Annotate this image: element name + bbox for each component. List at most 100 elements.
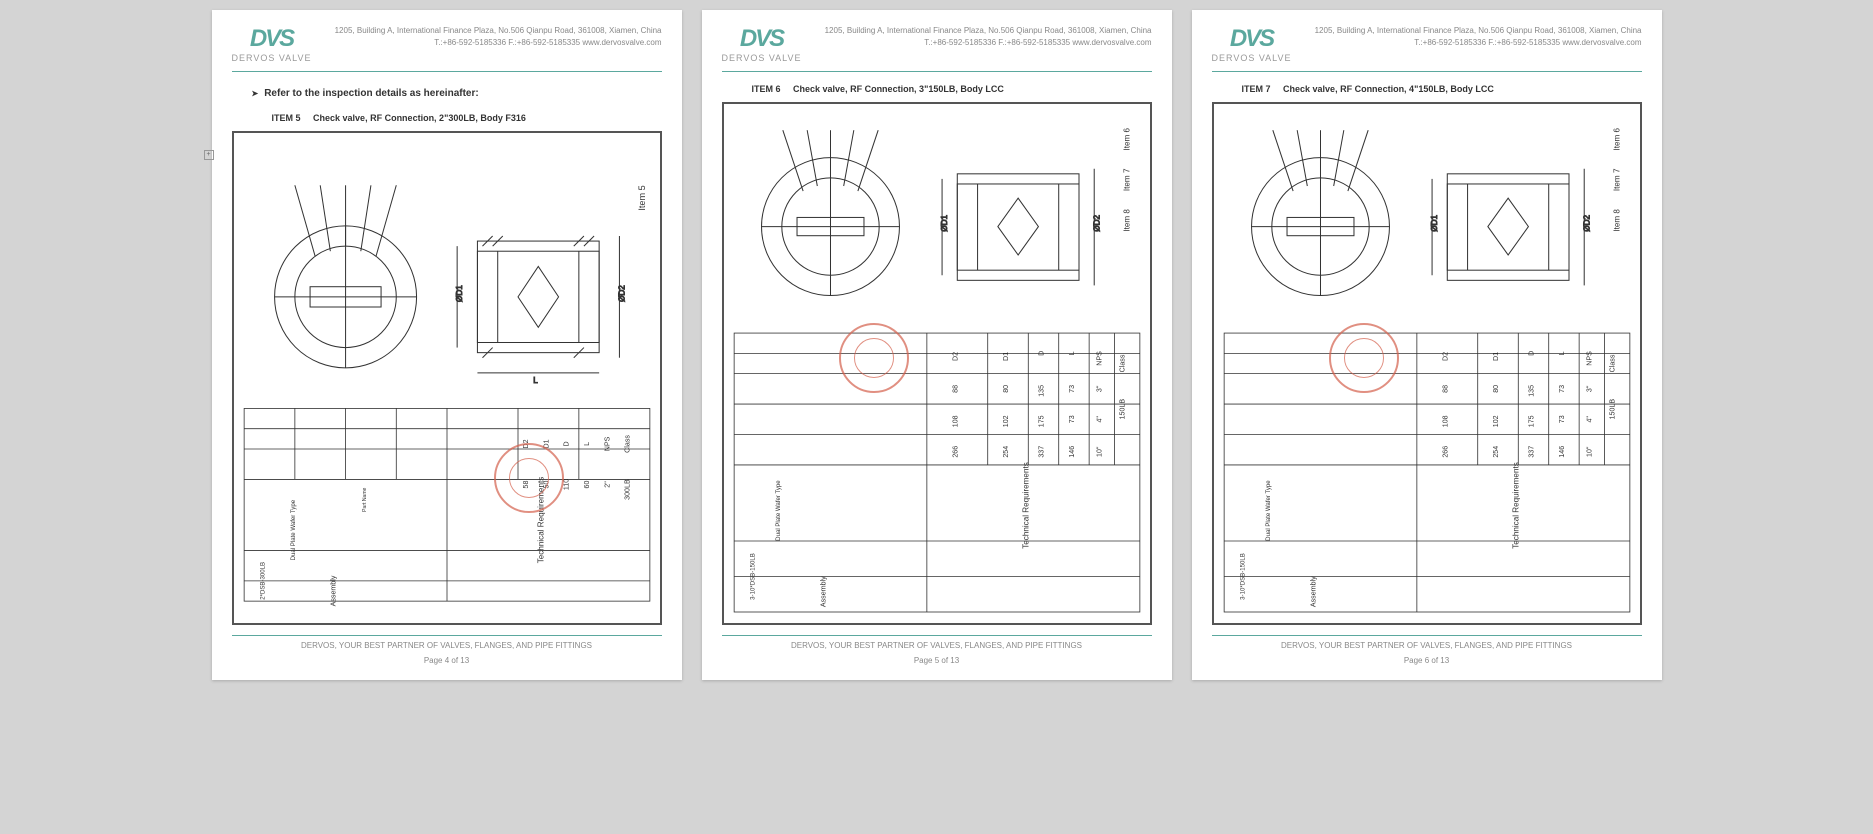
logo-subtext: DERVOS VALVE — [722, 53, 802, 63]
svg-text:73: 73 — [1557, 415, 1565, 423]
logo-text: DVS — [250, 25, 293, 53]
anchor-icon: + — [204, 150, 214, 160]
technical-drawing: ØD1 ØD2 Item 6 Item 7 Item 8 — [722, 102, 1152, 625]
svg-text:60: 60 — [583, 481, 591, 489]
svg-text:Dual Plate Wafer Type: Dual Plate Wafer Type — [774, 480, 781, 541]
footer-text: DERVOS, YOUR BEST PARTNER OF VALVES, FLA… — [232, 641, 662, 650]
svg-text:3-10*DSB-150LB: 3-10*DSB-150LB — [749, 553, 756, 600]
svg-text:108: 108 — [951, 415, 959, 427]
svg-text:135: 135 — [1527, 385, 1535, 397]
item-label: ITEM 5 — [272, 113, 301, 123]
svg-text:73: 73 — [1067, 385, 1075, 393]
svg-text:Dual Plate Wafer Type: Dual Plate Wafer Type — [1264, 480, 1271, 541]
svg-text:102: 102 — [1002, 415, 1010, 427]
page-footer: DERVOS, YOUR BEST PARTNER OF VALVES, FLA… — [1212, 635, 1642, 665]
svg-text:Class: Class — [623, 435, 631, 453]
svg-text:L: L — [1067, 351, 1075, 355]
svg-text:10": 10" — [1585, 446, 1593, 457]
section-heading: ➤ Refer to the inspection details as her… — [252, 88, 662, 99]
svg-text:ØD2: ØD2 — [1092, 214, 1101, 231]
arrow-icon: ➤ — [252, 89, 259, 98]
company-address: 1205, Building A, International Finance … — [1307, 25, 1642, 37]
header-contact: 1205, Building A, International Finance … — [1307, 25, 1642, 49]
svg-text:Class: Class — [1608, 354, 1616, 372]
svg-text:D: D — [1037, 351, 1045, 356]
company-contact: T.:+86-592-5185336 F.:+86-592-5185335 ww… — [327, 37, 662, 49]
svg-text:337: 337 — [1037, 446, 1045, 458]
svg-text:ØD1: ØD1 — [455, 285, 464, 302]
svg-text:73: 73 — [1557, 385, 1565, 393]
section-heading-text: Refer to the inspection details as herei… — [264, 88, 479, 99]
svg-text:Item 8: Item 8 — [1612, 209, 1621, 232]
company-address: 1205, Building A, International Finance … — [817, 25, 1152, 37]
svg-text:4": 4" — [1585, 416, 1593, 423]
svg-text:254: 254 — [1002, 446, 1010, 458]
svg-text:254: 254 — [1492, 446, 1500, 458]
page-footer: DERVOS, YOUR BEST PARTNER OF VALVES, FLA… — [232, 635, 662, 665]
svg-text:146: 146 — [1067, 446, 1075, 458]
item-desc: Check valve, RF Connection, 2"300LB, Bod… — [313, 113, 526, 123]
company-stamp — [494, 443, 564, 513]
svg-text:Item 6: Item 6 — [1612, 127, 1621, 150]
svg-text:D: D — [1527, 351, 1535, 356]
svg-text:Dual Plate Wafer Type: Dual Plate Wafer Type — [289, 499, 296, 560]
page-number: Page 6 of 13 — [1212, 656, 1642, 665]
svg-text:Item 8: Item 8 — [1122, 209, 1131, 232]
svg-text:Technical Requirements: Technical Requirements — [1511, 462, 1520, 549]
svg-text:L: L — [1557, 351, 1565, 355]
svg-text:L: L — [533, 376, 538, 385]
svg-text:150LB: 150LB — [1118, 399, 1126, 420]
svg-text:D1: D1 — [1002, 352, 1010, 361]
svg-text:L: L — [583, 442, 591, 446]
svg-text:NPS: NPS — [1095, 351, 1103, 366]
svg-text:80: 80 — [1492, 385, 1500, 393]
svg-text:Technical Requirements: Technical Requirements — [1021, 462, 1030, 549]
svg-text:ØD1: ØD1 — [940, 214, 949, 231]
page-footer: DERVOS, YOUR BEST PARTNER OF VALVES, FLA… — [722, 635, 1152, 665]
svg-text:Assembly: Assembly — [819, 576, 827, 607]
item-desc: Check valve, RF Connection, 4"150LB, Bod… — [1283, 84, 1494, 94]
svg-text:ØD2: ØD2 — [1582, 214, 1591, 231]
header-contact: 1205, Building A, International Finance … — [327, 25, 662, 49]
company-logo: DVS DERVOS VALVE — [1212, 25, 1292, 63]
document-page-6: DVS DERVOS VALVE 1205, Building A, Inter… — [1192, 10, 1662, 680]
company-address: 1205, Building A, International Finance … — [327, 25, 662, 37]
header-contact: 1205, Building A, International Finance … — [817, 25, 1152, 49]
svg-text:10": 10" — [1095, 446, 1103, 457]
svg-text:2": 2" — [603, 481, 611, 488]
company-stamp — [839, 323, 909, 393]
technical-drawing: ØD1 ØD2 Item 6 Item 7 Item 8 — [1212, 102, 1642, 625]
svg-text:108: 108 — [1441, 415, 1449, 427]
svg-text:2*DSB-300LB: 2*DSB-300LB — [259, 562, 266, 600]
svg-text:Item 7: Item 7 — [1612, 168, 1621, 191]
svg-text:NPS: NPS — [603, 436, 611, 451]
item-side-label: Item 5 — [636, 185, 646, 210]
page-header: DVS DERVOS VALVE 1205, Building A, Inter… — [1212, 25, 1642, 72]
svg-text:ØD1: ØD1 — [1430, 214, 1439, 231]
item-desc: Check valve, RF Connection, 3"150LB, Bod… — [793, 84, 1004, 94]
svg-text:102: 102 — [1492, 415, 1500, 427]
item-title: ITEM 5 Check valve, RF Connection, 2"300… — [272, 113, 662, 123]
svg-text:266: 266 — [1441, 446, 1449, 458]
svg-text:Part Name: Part Name — [361, 487, 367, 511]
svg-text:135: 135 — [1037, 385, 1045, 397]
item-label: ITEM 7 — [1242, 84, 1271, 94]
svg-text:146: 146 — [1557, 446, 1565, 458]
svg-text:D2: D2 — [1441, 352, 1449, 361]
page-number: Page 4 of 13 — [232, 656, 662, 665]
drawing-svg: ØD1 ØD2 L Item 5 — [234, 133, 660, 623]
svg-text:3": 3" — [1095, 385, 1103, 392]
svg-text:88: 88 — [1441, 385, 1449, 393]
footer-text: DERVOS, YOUR BEST PARTNER OF VALVES, FLA… — [1212, 641, 1642, 650]
svg-text:D: D — [562, 441, 570, 446]
page-number: Page 5 of 13 — [722, 656, 1152, 665]
svg-text:175: 175 — [1037, 415, 1045, 427]
svg-text:Class: Class — [1118, 354, 1126, 372]
document-page-4: + DVS DERVOS VALVE 1205, Building A, Int… — [212, 10, 682, 680]
svg-text:73: 73 — [1067, 415, 1075, 423]
svg-text:300LB: 300LB — [623, 479, 631, 500]
svg-text:3-10*DSB-150LB: 3-10*DSB-150LB — [1239, 553, 1246, 600]
svg-text:ØD2: ØD2 — [617, 285, 626, 302]
svg-text:175: 175 — [1527, 415, 1535, 427]
item-title: ITEM 7 Check valve, RF Connection, 4"150… — [1242, 84, 1642, 94]
